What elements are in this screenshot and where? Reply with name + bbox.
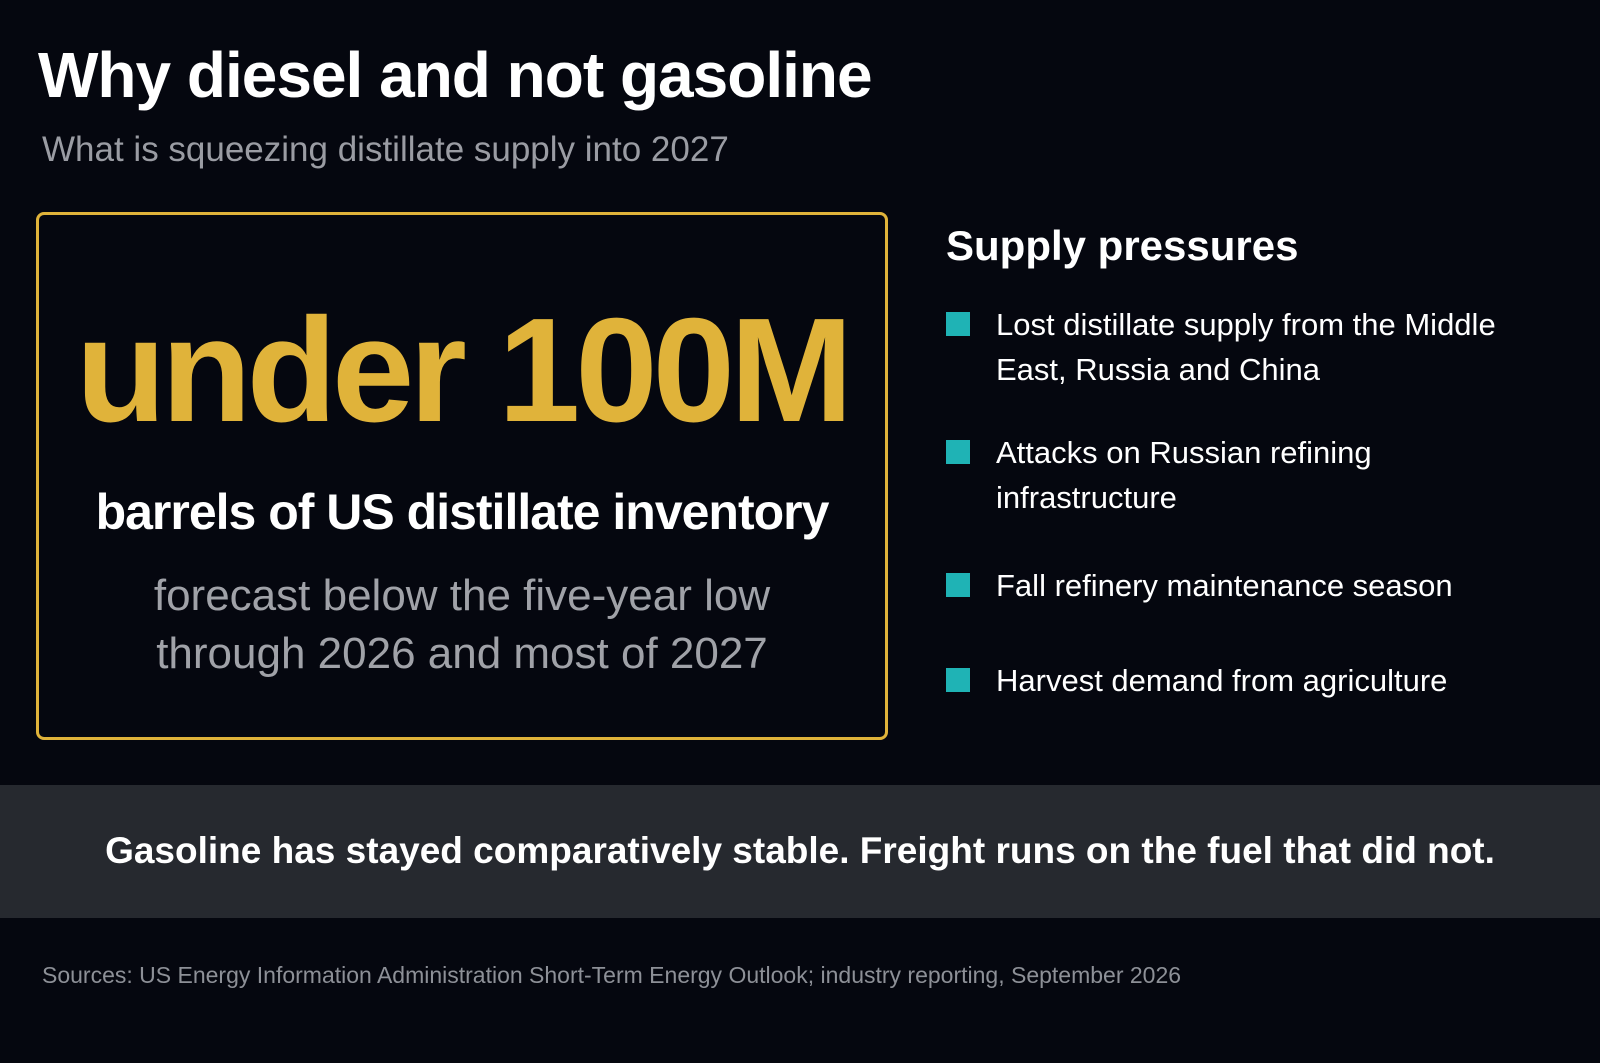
pressure-text: Lost distillate supply from the Middle E… — [996, 307, 1496, 387]
subtitle: What is squeezing distillate supply into… — [42, 130, 729, 169]
pressure-text: Harvest demand from agriculture — [996, 663, 1448, 698]
bullet — [946, 668, 970, 692]
title: Why diesel and not gasoline — [38, 39, 873, 111]
stat-label: barrels of US distillate inventory — [95, 484, 830, 540]
stat-value: under 100M — [75, 288, 853, 453]
stat-note: forecast below the five-year low through… — [153, 571, 771, 678]
stat-box: under 100M barrels of US distillate inve… — [36, 212, 888, 740]
pressures-title: Supply pressures — [946, 222, 1299, 269]
banner: Gasoline has stayed comparatively stable… — [105, 830, 1495, 871]
bullet — [946, 440, 970, 464]
source: Sources: US Energy Information Administr… — [42, 962, 1182, 988]
bullet — [946, 312, 970, 336]
bullet — [946, 573, 970, 597]
banner-bg — [0, 785, 1600, 918]
pressure-text: Fall refinery maintenance season — [996, 568, 1453, 603]
pressure-text: Attacks on Russian refining infrastructu… — [996, 435, 1372, 515]
